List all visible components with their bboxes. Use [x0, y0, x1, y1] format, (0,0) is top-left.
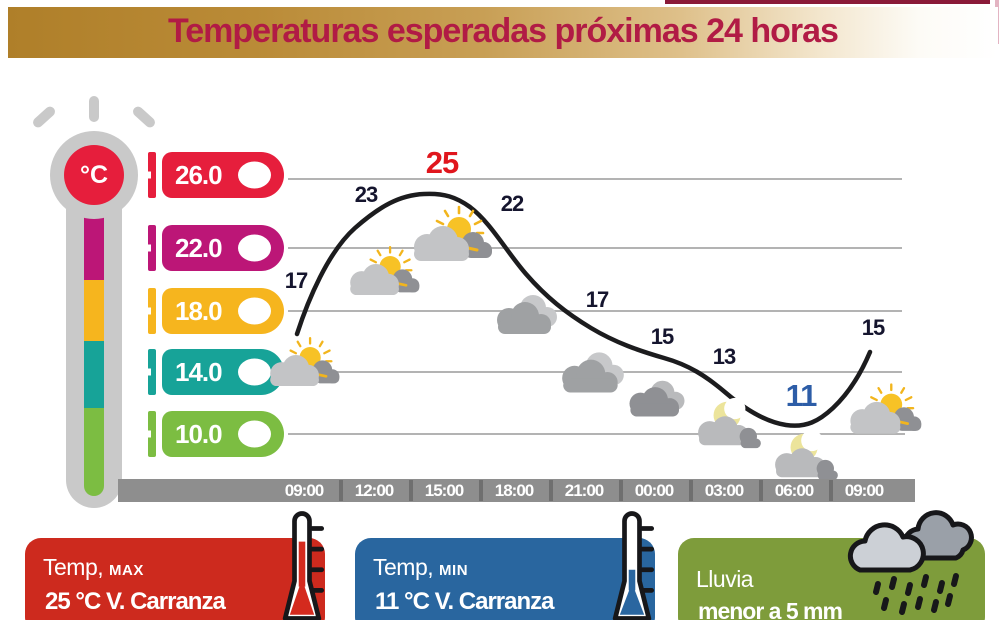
thermometer-ray-icon [89, 96, 99, 122]
point-label-03: 13 [712, 344, 737, 369]
point-label-12: 23 [354, 182, 379, 207]
thermometer-bulb: °C [64, 145, 124, 205]
badge-dot [238, 297, 271, 325]
time-axis: 09:00 12:00 15:00 18:00 21:00 00:00 03:0… [118, 479, 915, 502]
card-value: 11 °C V. Carranza [375, 588, 554, 615]
time-tick: 15:00 [424, 481, 464, 500]
time-tick: 21:00 [564, 481, 604, 500]
time-tick: 00:00 [634, 481, 674, 500]
time-separator [619, 480, 623, 501]
thermometer-segment-yellow [84, 280, 104, 341]
scale-badge-18: 18.0 [162, 288, 284, 334]
time-tick: 18:00 [494, 481, 534, 500]
header-top-rule [665, 0, 990, 4]
thermometer-min-icon [612, 511, 655, 620]
sun-cloud-icon [850, 383, 922, 434]
moon-cloud-icon [775, 429, 838, 481]
point-label-min: 11 [785, 378, 818, 413]
cloud-icon [629, 380, 685, 417]
time-tick: 09:00 [284, 481, 324, 500]
card-title: Temp, MAX [43, 554, 144, 580]
card-temp-min: Temp, MIN 11 °C V. Carranza [355, 538, 655, 620]
card-temp-max: Temp, MAX 25 °C V. Carranza [25, 538, 325, 620]
point-label-09b: 15 [861, 315, 886, 340]
thermometer-max-icon [282, 511, 325, 620]
cloud-icon [562, 352, 624, 393]
thermometer-segment-green [84, 408, 104, 496]
thermometer-segment-magenta [84, 218, 104, 280]
card-value: menor a 5 mm [698, 598, 843, 620]
point-label-18: 22 [500, 191, 525, 216]
point-label-09: 17 [284, 268, 309, 293]
scale-badge-label: 26.0 [175, 160, 223, 190]
time-separator [409, 480, 413, 501]
badge-dot [238, 420, 271, 448]
scale-badge-label: 22.0 [175, 233, 223, 263]
scale-badge-26: 26.0 [162, 152, 284, 198]
thermometer-ray-icon [130, 104, 158, 130]
badge-dot [238, 161, 271, 189]
scale-badge-label: 18.0 [175, 296, 223, 326]
sun-cloud-icon [414, 205, 492, 261]
scale-tick [148, 288, 156, 334]
time-separator [759, 480, 763, 501]
scale-badge-10: 10.0 [162, 411, 284, 457]
rain-cloud-icon [847, 510, 974, 615]
scale-badge-22: 22.0 [162, 225, 284, 271]
scale-tick [148, 152, 156, 198]
thermometer-ray-icon [30, 104, 58, 130]
card-value: 25 °C V. Carranza [45, 588, 226, 615]
time-tick: 06:00 [774, 481, 814, 500]
scale-badge-label: 14.0 [175, 357, 223, 387]
point-label-00: 15 [650, 324, 675, 349]
time-tick: 12:00 [354, 481, 394, 500]
scale-badge-label: 10.0 [175, 419, 223, 449]
time-separator [479, 480, 483, 501]
time-separator [689, 480, 693, 501]
thermometer-segment-teal [84, 341, 104, 408]
scale-tick [148, 225, 156, 271]
unit-label: °C [79, 160, 109, 189]
scale-badge-14: 14.0 [162, 349, 284, 395]
time-separator [829, 480, 833, 501]
scale-tick [148, 411, 156, 457]
card-title: Lluvia [696, 566, 754, 592]
header-bar [8, 7, 998, 58]
moon-cloud-icon [698, 397, 761, 449]
point-label-21: 17 [585, 287, 610, 312]
time-tick: 03:00 [704, 481, 744, 500]
sun-cloud-icon [350, 246, 420, 296]
time-separator [549, 480, 553, 501]
scale-tick [148, 349, 156, 395]
time-separator [339, 480, 343, 501]
sun-cloud-icon [270, 337, 340, 387]
cloud-icon [497, 295, 557, 334]
badge-dot [238, 234, 271, 262]
card-title: Temp, MIN [373, 554, 469, 580]
page-title: Temperaturas esperadas próximas 24 horas [168, 12, 839, 50]
time-tick: 09:00 [844, 481, 884, 500]
badge-dot [238, 358, 271, 386]
point-label-max: 25 [425, 145, 459, 180]
